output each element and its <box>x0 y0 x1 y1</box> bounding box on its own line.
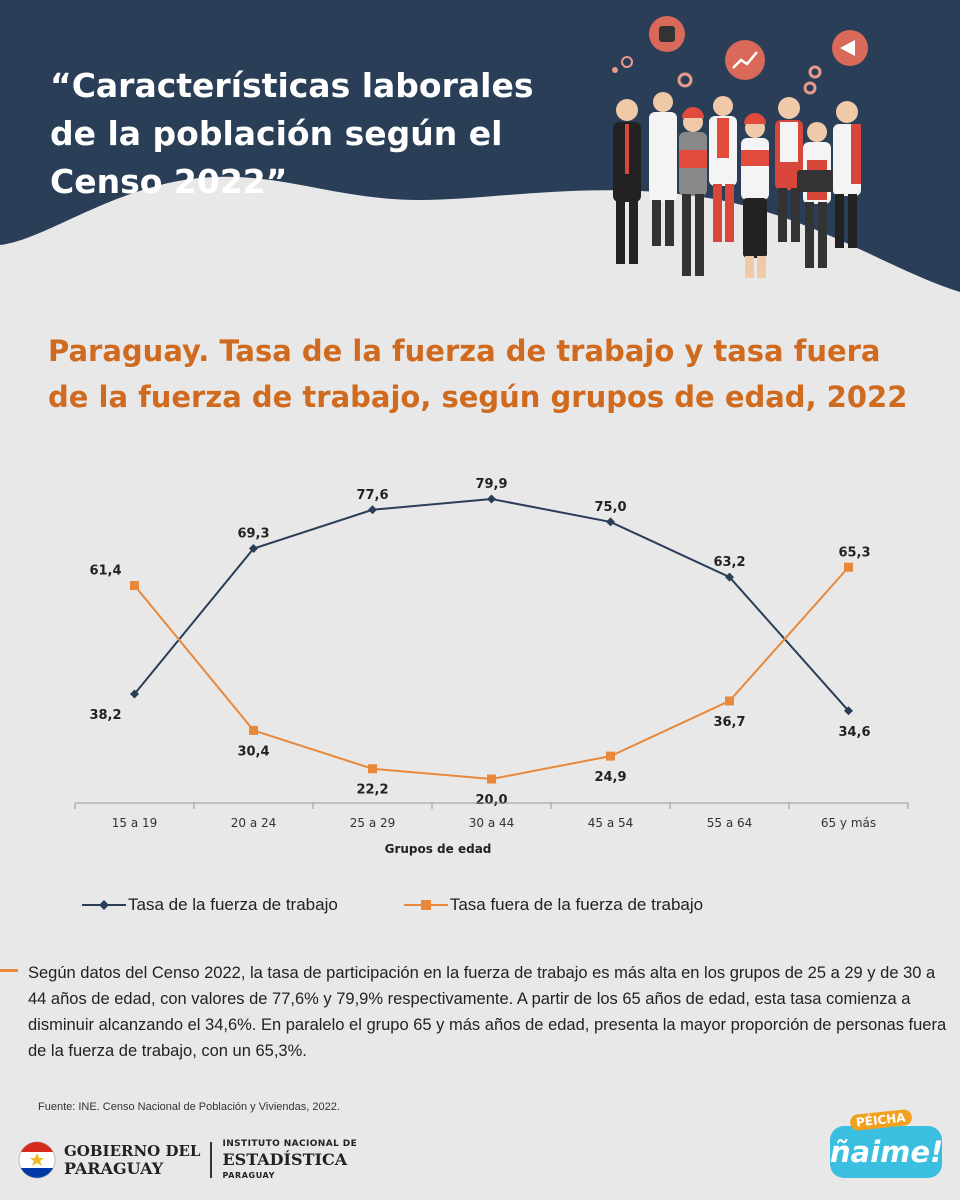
chart-legend: Tasa de la fuerza de trabajo Tasa fuera … <box>82 893 769 917</box>
footer-logos: GOBIERNO DEL PARAGUAY INSTITUTO NACIONAL… <box>18 1138 357 1182</box>
data-label-series1-0: 38,2 <box>89 708 121 723</box>
worker-figures <box>613 92 861 278</box>
gov-logo-line2: PARAGUAY <box>64 1159 164 1178</box>
x-tick-label-0: 15 a 19 <box>112 816 158 830</box>
point-series1-5 <box>725 572 734 582</box>
chart-growth-icon <box>725 40 765 80</box>
data-label-series2-5: 36,7 <box>713 715 745 730</box>
gov-logo-text: GOBIERNO DEL PARAGUAY <box>64 1142 201 1178</box>
data-label-series2-2: 22,2 <box>356 783 388 798</box>
chart-title: Paraguay. Tasa de la fuerza de trabajo y… <box>48 334 908 414</box>
x-tick-label-1: 20 a 24 <box>231 816 277 830</box>
point-series2-5 <box>725 696 734 706</box>
naime-logo-main: ñaime! <box>830 1126 943 1178</box>
data-label-series1-4: 75,0 <box>594 500 626 515</box>
point-series2-4 <box>606 751 615 761</box>
data-label-series1-2: 77,6 <box>356 488 388 503</box>
point-series1-3 <box>487 494 496 504</box>
legend-item-labor-force: Tasa de la fuerza de trabajo <box>82 895 338 915</box>
point-series1-2 <box>368 505 377 515</box>
data-label-series2-4: 24,9 <box>594 770 626 785</box>
legend-swatch-outside-labor-force <box>403 900 448 910</box>
summary-bullet <box>0 969 18 972</box>
point-series2-0 <box>130 580 139 590</box>
ine-logo-line1: INSTITUTO NACIONAL DE <box>222 1139 358 1149</box>
legend-item-outside-labor-force: Tasa fuera de la fuerza de trabajo <box>403 895 704 915</box>
ine-logo-text: INSTITUTO NACIONAL DE ESTADÍSTICA PARAGU… <box>222 1138 357 1182</box>
data-label-series1-5: 63,2 <box>713 555 745 570</box>
source-note: Fuente: INE. Censo Nacional de Población… <box>38 1101 340 1113</box>
legend-label-outside-labor-force: Tasa fuera de la fuerza de trabajo <box>449 895 704 914</box>
point-series2-2 <box>368 764 377 774</box>
gear-icon <box>612 56 822 95</box>
summary-paragraph: Según datos del Censo 2022, la tasa de p… <box>28 964 947 1060</box>
data-label-series1-1: 69,3 <box>237 527 269 542</box>
ine-logo-line3: PARAGUAY <box>222 1171 275 1180</box>
paraguay-seal-icon <box>18 1141 56 1179</box>
megaphone-icon <box>832 30 868 66</box>
point-series1-6 <box>844 706 853 716</box>
data-label-series2-0: 61,4 <box>89 563 121 578</box>
page-title: “Características laborales de la poblaci… <box>50 66 534 201</box>
data-label-series2-3: 20,0 <box>475 793 507 808</box>
data-label-series1-3: 79,9 <box>475 477 507 492</box>
x-tick-label-2: 25 a 29 <box>350 816 396 830</box>
point-series2-3 <box>487 774 496 784</box>
legend-label-labor-force: Tasa de la fuerza de trabajo <box>128 895 338 914</box>
line-chart: 38,2 61,4 69,3 30,4 77,6 22,2 79,9 20,0 75,0 24,9… <box>74 477 909 856</box>
workers-illustration <box>612 16 868 278</box>
x-tick-label-4: 45 a 54 <box>588 816 634 830</box>
point-series1-1 <box>249 544 258 554</box>
point-series2-1 <box>249 725 258 735</box>
legend-swatch-labor-force <box>82 900 126 910</box>
fist-icon <box>649 16 685 52</box>
logo-divider <box>210 1142 213 1178</box>
point-series1-0 <box>130 689 139 699</box>
data-label-series1-6: 34,6 <box>838 725 870 740</box>
gov-logo-line1: GOBIERNO DEL <box>64 1142 201 1160</box>
point-series2-6 <box>844 562 853 572</box>
x-tick-label-3: 30 a 44 <box>469 816 515 830</box>
data-label-series2-6: 65,3 <box>838 545 870 560</box>
x-tick-label-6: 65 y más <box>821 816 876 830</box>
x-axis-title: Grupos de edad <box>385 842 492 856</box>
ine-logo-line2: ESTADÍSTICA <box>222 1150 348 1169</box>
data-label-series2-1: 30,4 <box>237 744 269 759</box>
naime-brand-logo: ñaime! PÉICHA <box>828 1108 944 1184</box>
x-tick-label-5: 55 a 64 <box>707 816 753 830</box>
header-background <box>0 0 960 292</box>
point-series1-4 <box>606 517 615 527</box>
